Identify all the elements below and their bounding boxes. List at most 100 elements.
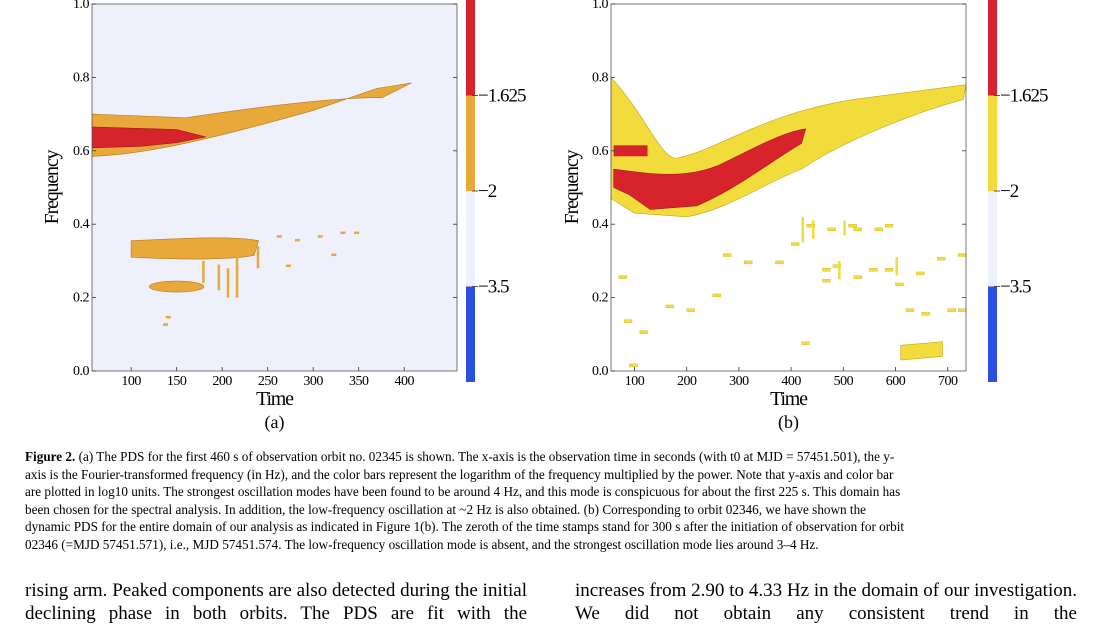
y-tick-label: 0.0 bbox=[73, 364, 90, 379]
contour-speck-18 bbox=[623, 319, 633, 323]
contour-speck-2 bbox=[340, 231, 346, 235]
colorbar-segment-high bbox=[988, 0, 997, 96]
contour-speck-0 bbox=[285, 264, 291, 268]
x-tick-label: 200 bbox=[212, 374, 232, 389]
contour-speck-30 bbox=[884, 268, 894, 272]
y-tick-label: 0.4 bbox=[592, 217, 609, 232]
caption-line-3: are plotted in log10 units. The stronges… bbox=[25, 484, 901, 500]
contour-speck-26 bbox=[723, 253, 732, 257]
colorbar-label: −2 bbox=[478, 181, 497, 202]
colorbar-segment-lowest bbox=[988, 286, 997, 382]
contour-low-feature bbox=[900, 341, 943, 361]
contour-band-high bbox=[613, 128, 807, 210]
x-tick-label: 400 bbox=[394, 374, 414, 389]
caption-line-6: 02346 (=MJD 57451.571), i.e., MJD 57451.… bbox=[25, 536, 819, 552]
figure-panel-a: 0.0 0.2 0.4 0.6 0.8 1.0 100 150 200 250 300 350 400 T… bbox=[41, 0, 527, 433]
colorbar-label: −2 bbox=[1000, 181, 1019, 202]
y-tick-label: 0.2 bbox=[592, 291, 609, 306]
contour-speck-24 bbox=[712, 293, 721, 298]
colorbar-segment-low bbox=[466, 191, 475, 287]
contour-speck-7 bbox=[832, 264, 842, 268]
x-tick-label: 150 bbox=[167, 374, 187, 389]
colorbar-label: −1.625 bbox=[478, 86, 526, 107]
contour-speck-9 bbox=[853, 275, 862, 279]
contour-streak-0 bbox=[801, 216, 805, 243]
contour-streak-4 bbox=[256, 246, 260, 269]
contour-speck-25 bbox=[743, 260, 753, 265]
y-tick-label: 0.4 bbox=[73, 217, 90, 232]
contour-speck-20 bbox=[639, 330, 648, 334]
caption-line-4: been chosen for the spectral analysis. I… bbox=[25, 501, 867, 517]
figure-panel-b: 0.0 0.2 0.4 0.6 0.8 1.0 100 200 300 400 500 600 700 T… bbox=[561, 0, 1049, 433]
heatmap-contours bbox=[92, 82, 412, 326]
contour-speck-1 bbox=[827, 227, 836, 232]
contour-speck-17 bbox=[618, 275, 627, 279]
y-tick-label: 0.6 bbox=[592, 144, 609, 159]
x-tick-label: 100 bbox=[121, 374, 141, 389]
heatmap-contours bbox=[611, 76, 966, 367]
contour-streak-3 bbox=[895, 257, 899, 276]
contour-speck-19 bbox=[629, 363, 638, 367]
contour-speck-10 bbox=[895, 282, 904, 287]
contour-speck-14 bbox=[958, 308, 966, 312]
contour-speck-3 bbox=[874, 227, 883, 232]
contour-speck-13 bbox=[947, 308, 956, 312]
contour-band-high bbox=[92, 126, 206, 149]
body-text-right: increases from 2.90 to 4.33 Hz in the do… bbox=[575, 580, 1077, 624]
plot-frame bbox=[91, 3, 458, 372]
contour-speck-12 bbox=[937, 257, 946, 261]
x-tick-label: 600 bbox=[886, 374, 906, 389]
x-tick-label: 700 bbox=[938, 374, 958, 389]
x-tick-label: 250 bbox=[258, 374, 278, 389]
contour-speck-15 bbox=[905, 308, 915, 312]
y-tick-label: 1.0 bbox=[73, 0, 90, 12]
contour-low-band bbox=[130, 237, 259, 260]
x-axis-label: Time bbox=[256, 388, 294, 410]
y-tick-label: 1.0 bbox=[592, 0, 609, 12]
contour-speck-4 bbox=[276, 235, 282, 238]
x-tick-label: 400 bbox=[781, 374, 801, 389]
contour-speck-7 bbox=[162, 323, 168, 326]
contour-speck-8 bbox=[869, 268, 878, 272]
contour-streak-1 bbox=[226, 268, 230, 298]
contour-speck-0 bbox=[806, 224, 815, 228]
caption-line-5-text: dynamic PDS for the entire domain of our… bbox=[25, 519, 905, 535]
contour-speck-27 bbox=[775, 260, 784, 265]
x-axis-label: Time bbox=[770, 388, 808, 410]
contour-speck-3 bbox=[354, 231, 360, 235]
contour-speck-5 bbox=[294, 238, 300, 242]
x-tick-label: 200 bbox=[677, 374, 697, 389]
plot-background bbox=[92, 4, 457, 371]
y-tick-label: 0.6 bbox=[73, 144, 90, 159]
contour-streak-2 bbox=[235, 257, 239, 298]
caption-line-1: Figure 2. (a) The PDS for the first 460 … bbox=[25, 449, 895, 464]
contour-blob bbox=[149, 280, 205, 293]
colorbar-segment-lowest bbox=[466, 286, 475, 382]
x-tick-label: 300 bbox=[729, 374, 749, 389]
contour-streak-4 bbox=[838, 260, 841, 280]
colorbar-label: −3.5 bbox=[478, 277, 509, 298]
x-tick-label: 100 bbox=[625, 374, 645, 389]
y-axis-label: Frequency bbox=[41, 149, 63, 224]
contour-high-patch bbox=[613, 145, 648, 157]
colorbar-segment-low bbox=[988, 191, 997, 287]
colorbar-label: −1.625 bbox=[1000, 86, 1048, 107]
panel-sublabel: (b) bbox=[778, 412, 799, 433]
contour-speck-2 bbox=[853, 227, 862, 232]
contour-speck-31 bbox=[958, 253, 966, 257]
panel-sublabel: (a) bbox=[265, 412, 285, 433]
x-tick-label: 500 bbox=[834, 374, 854, 389]
contour-speck-6 bbox=[822, 268, 831, 272]
colorbar-label: −3.5 bbox=[1000, 277, 1031, 298]
body-text-left: rising arm. Peaked components are also d… bbox=[25, 580, 527, 624]
plot-frame bbox=[610, 3, 967, 372]
colorbar-segment-high bbox=[466, 0, 475, 96]
contour-speck-8 bbox=[317, 235, 323, 238]
y-tick-label: 0.0 bbox=[592, 364, 609, 379]
caption-line-2: axis is the Fourier-transformed frequenc… bbox=[25, 466, 894, 482]
contour-speck-28 bbox=[790, 242, 800, 246]
colorbar-segment-mid bbox=[466, 95, 475, 191]
contour-streak-0 bbox=[217, 264, 221, 291]
figure-caption: Figure 2. (a) The PDS for the first 460 … bbox=[25, 448, 1077, 554]
y-tick-label: 0.8 bbox=[73, 70, 90, 85]
